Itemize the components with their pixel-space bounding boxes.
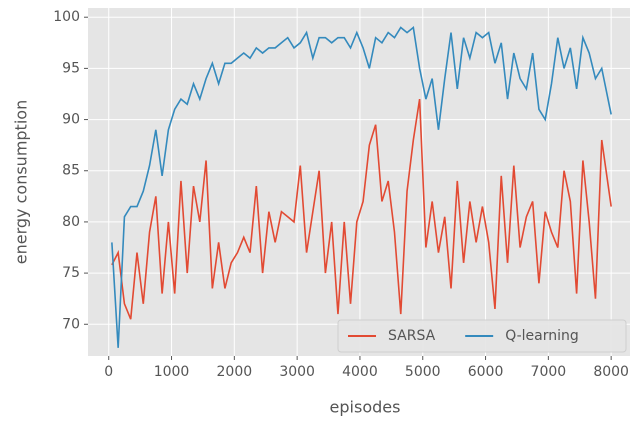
y-tick-label: 75 [62, 265, 80, 281]
plot-area [88, 8, 630, 356]
y-tick-label: 90 [62, 112, 80, 128]
legend-label: SARSA [388, 328, 436, 344]
y-tick-label: 95 [62, 60, 80, 76]
series-line [111, 25, 612, 348]
y-axis-label: energy consumption [12, 100, 31, 264]
x-axis-label: episodes [330, 398, 401, 417]
x-tick-label: 0 [104, 364, 113, 380]
x-tick-label: 6000 [468, 364, 504, 380]
x-tick-label: 4000 [342, 364, 378, 380]
x-tick-label: 1000 [154, 364, 190, 380]
series-line [111, 98, 612, 320]
y-tick-label: 100 [53, 9, 80, 25]
x-tick-label: 2000 [217, 364, 253, 380]
y-tick-label: 80 [62, 214, 80, 230]
y-tick-label: 85 [62, 163, 80, 179]
x-tick-label: 5000 [405, 364, 441, 380]
y-tick-label: 70 [62, 316, 80, 332]
legend-label: Q-learning [505, 328, 579, 344]
x-tick-label: 7000 [531, 364, 567, 380]
x-tick-label: 8000 [593, 364, 629, 380]
x-tick-label: 3000 [279, 364, 315, 380]
